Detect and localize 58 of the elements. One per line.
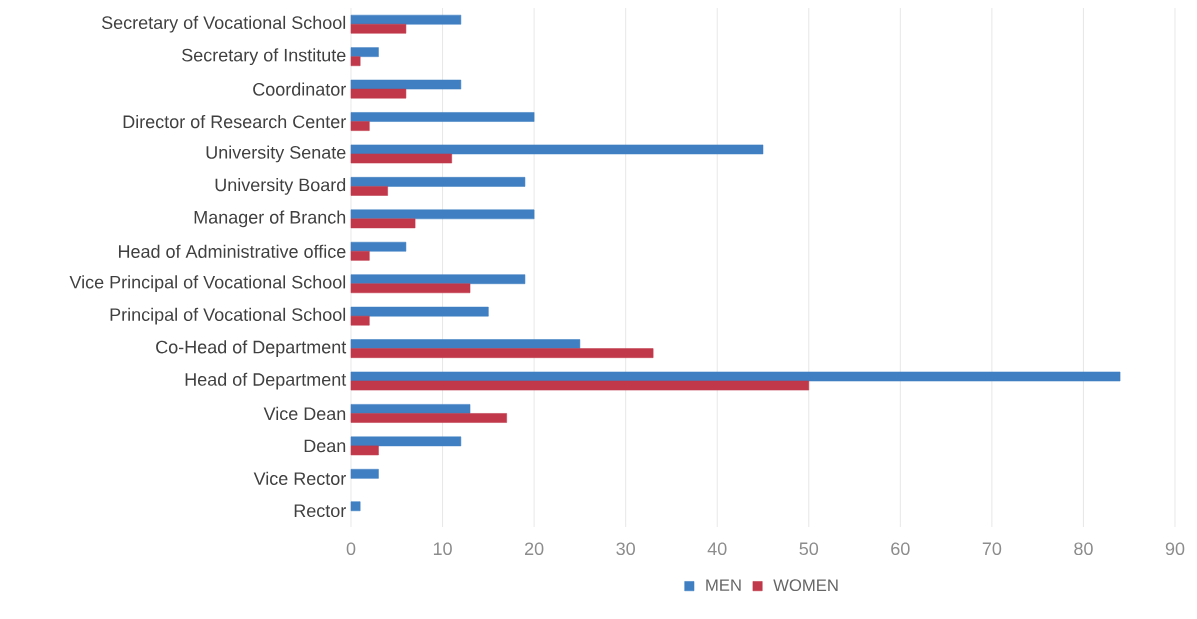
- bar: [350, 315, 370, 326]
- y-tick-label: Secretary of Institute: [182, 48, 346, 66]
- bar: [350, 469, 379, 479]
- y-tick-label: Rector: [294, 504, 346, 518]
- x-tick-label: 80: [1074, 542, 1093, 556]
- y-tick-label: Vice Principal of Vocational School: [69, 275, 346, 293]
- y-tick-label: Vice Dean: [263, 406, 346, 421]
- bar: [350, 371, 1121, 382]
- y-tick-label: Co-Head of Department: [156, 340, 347, 357]
- bar: [350, 501, 361, 512]
- bar: [350, 241, 407, 252]
- bar: [350, 218, 416, 229]
- x-tick-label: 50: [799, 542, 819, 556]
- bar: [350, 209, 535, 220]
- y-tick-label: University Senate: [206, 145, 346, 163]
- bar: [350, 47, 379, 57]
- bar: [350, 56, 361, 66]
- bar: [350, 306, 489, 317]
- bar: [350, 112, 535, 122]
- bar: [350, 348, 654, 358]
- legend-label: MEN: [706, 579, 741, 591]
- y-tick-label: Manager of Branch: [194, 210, 346, 228]
- bar: [350, 14, 462, 25]
- x-tick-label: 40: [707, 542, 727, 556]
- x-tick-label: 60: [891, 542, 910, 556]
- bar: [350, 153, 452, 164]
- y-tick-label: Coordinator: [253, 82, 346, 96]
- bar: [350, 283, 471, 294]
- x-tick-label: 20: [525, 542, 544, 556]
- bar: [350, 251, 370, 261]
- x-tick-label: 90: [1165, 542, 1185, 556]
- bar: [350, 121, 370, 131]
- y-tick-label: Head of Department: [185, 372, 347, 390]
- bar: [350, 144, 764, 155]
- bar: [350, 436, 462, 447]
- bar: [350, 177, 526, 187]
- bar: [350, 79, 462, 90]
- bar: [350, 186, 388, 196]
- y-tick-label: Dean: [304, 439, 346, 453]
- y-tick-label: University Board: [215, 178, 346, 195]
- x-tick-label: 0: [346, 542, 356, 556]
- bar: [350, 274, 526, 284]
- y-tick-label: Director of Research Center: [123, 114, 346, 129]
- bar: [350, 380, 810, 391]
- bar: [350, 339, 581, 349]
- bar: [350, 404, 471, 414]
- legend-label: WOMEN: [773, 579, 838, 592]
- x-tick-label: 10: [433, 542, 452, 556]
- y-tick-label: Vice Rector: [253, 471, 346, 485]
- bar: [350, 445, 379, 456]
- bar: [350, 413, 507, 423]
- y-tick-label: Principal of Vocational School: [110, 307, 346, 325]
- y-tick-label: Secretary of Vocational School: [101, 15, 346, 33]
- y-tick-label: Head of Administrative office: [118, 244, 346, 258]
- bar: [350, 88, 407, 99]
- x-tick-label: 70: [982, 542, 1002, 556]
- bar: [350, 23, 407, 34]
- x-tick-label: 30: [616, 542, 635, 556]
